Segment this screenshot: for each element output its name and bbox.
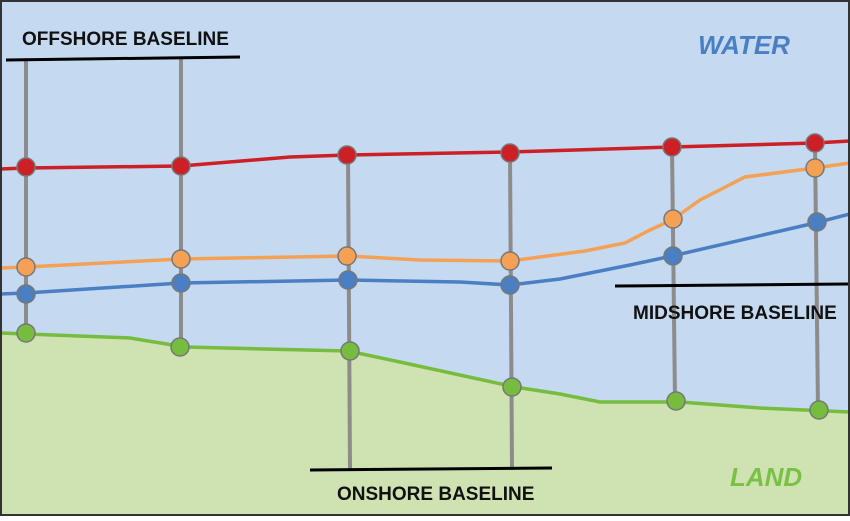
point-red-4 — [500, 143, 520, 163]
point-blue-3 — [338, 270, 358, 290]
point-blue-1 — [16, 284, 36, 304]
onshore-baseline — [309, 466, 553, 472]
midshore-baseline — [614, 282, 849, 288]
point-orange-2 — [171, 249, 191, 269]
point-green-5 — [666, 391, 686, 411]
point-orange-6 — [805, 158, 825, 178]
point-green-3 — [340, 341, 360, 361]
land-label: LAND — [730, 462, 802, 492]
point-orange-5 — [663, 209, 683, 229]
transect-4 — [508, 150, 514, 470]
transect-6 — [813, 141, 820, 412]
point-orange-4 — [500, 251, 520, 271]
offshore-baseline-label: OFFSHORE BASELINE — [22, 29, 229, 50]
shoreline-orange — [0, 161, 850, 270]
land-area — [0, 333, 850, 516]
point-red-1 — [16, 157, 36, 177]
point-green-1 — [16, 323, 36, 343]
midshore-baseline-label: MIDSHORE BASELINE — [633, 303, 837, 324]
point-green-2 — [170, 337, 190, 357]
point-orange-3 — [337, 246, 357, 266]
transect-5 — [670, 145, 677, 403]
point-green-6 — [809, 400, 829, 420]
point-orange-1 — [16, 257, 36, 277]
point-blue-4 — [500, 275, 520, 295]
point-blue-6 — [807, 212, 827, 232]
point-red-5 — [662, 137, 682, 157]
point-red-3 — [337, 145, 357, 165]
point-green-4 — [502, 377, 522, 397]
point-red-6 — [805, 133, 825, 153]
point-blue-5 — [663, 246, 683, 266]
point-blue-2 — [171, 273, 191, 293]
transect-3 — [346, 153, 352, 470]
intersection-points — [16, 133, 829, 420]
offshore-baseline — [5, 55, 241, 62]
onshore-baseline-label: ONSHORE BASELINE — [337, 484, 534, 505]
water-label: WATER — [698, 30, 790, 60]
point-red-2 — [171, 156, 191, 176]
